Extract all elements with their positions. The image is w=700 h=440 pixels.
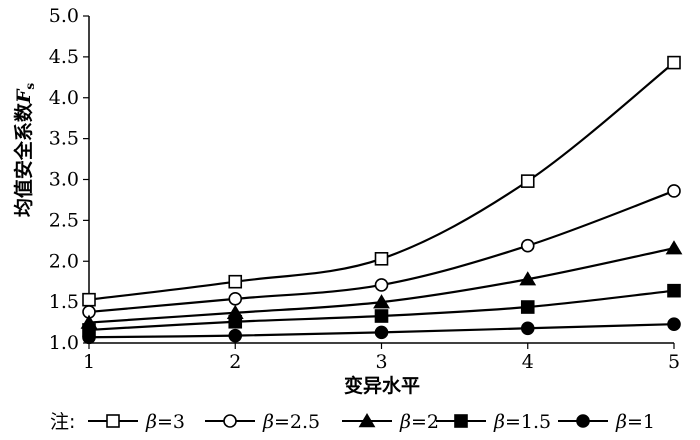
legend-value: =3 <box>157 411 185 433</box>
data-point <box>520 321 535 336</box>
data-point <box>520 174 535 188</box>
data-point <box>374 278 389 292</box>
series-5 <box>82 317 681 345</box>
legend-symbol: β <box>145 411 157 433</box>
y-tick-label: 4.0 <box>49 87 79 109</box>
data-point <box>374 309 389 323</box>
data-point <box>228 314 243 329</box>
legend-item: β=2.5 <box>205 411 320 433</box>
y-axis-title: 均值安全系数Fs <box>12 83 37 218</box>
data-point <box>228 292 243 306</box>
legend-value: =1.5 <box>505 411 551 433</box>
series-1 <box>82 55 681 307</box>
legend-value: =2.5 <box>274 411 320 433</box>
legend-item: β=2 <box>342 411 439 433</box>
legend-item: β=3 <box>88 411 185 433</box>
legend-item: β=1.5 <box>436 411 551 433</box>
y-axis-title-symbol: F <box>13 88 35 104</box>
x-tick-label: 2 <box>229 351 241 373</box>
data-point <box>667 55 681 70</box>
data-point <box>228 274 243 289</box>
x-tick-label: 3 <box>375 351 387 373</box>
legend-marker <box>576 414 590 428</box>
x-axis-ticks: 1 2 3 4 5 <box>83 343 680 373</box>
data-point <box>374 325 389 340</box>
y-tick-label: 1.0 <box>49 332 79 354</box>
legend-value: =2 <box>411 411 439 433</box>
legend-label: β=2 <box>399 411 439 433</box>
axes <box>88 16 674 344</box>
x-axis-title: 变异水平 <box>344 374 420 397</box>
data-point <box>520 300 535 314</box>
legend-symbol: β <box>262 411 274 433</box>
y-tick-label: 3.5 <box>49 128 79 150</box>
data-point <box>82 330 96 345</box>
y-axis-title-main: 均值安全系数 <box>12 102 35 217</box>
data-point <box>667 283 681 298</box>
data-point <box>667 317 681 331</box>
y-tick-label: 2.0 <box>49 250 79 272</box>
y-tick-label: 3.0 <box>49 169 79 191</box>
legend-value: =1 <box>627 411 655 433</box>
y-tick-label: 2.5 <box>49 209 79 231</box>
x-tick-label: 5 <box>668 351 680 373</box>
legend-symbol: β <box>615 411 627 433</box>
legend-label: β=2.5 <box>262 411 320 433</box>
data-point <box>373 294 390 309</box>
legend-item: β=1 <box>558 411 655 433</box>
x-tick-label: 1 <box>83 351 95 373</box>
series-line <box>88 189 675 314</box>
y-axis-title-subscript: s <box>23 83 37 90</box>
legend: 注: β=3 β=2.5 β=2 β=1.5 β=1 <box>50 411 655 433</box>
legend-label: β=1.5 <box>493 411 551 433</box>
legend-symbol: β <box>493 411 505 433</box>
legend-marker <box>223 414 237 428</box>
legend-note: 注: <box>50 411 75 433</box>
legend-marker <box>358 413 376 428</box>
legend-symbol: β <box>399 411 411 433</box>
legend-marker <box>106 414 120 428</box>
series-layer <box>80 55 683 345</box>
y-tick-label: 5.0 <box>49 5 79 27</box>
data-point <box>82 292 96 307</box>
legend-label: β=1 <box>615 411 655 433</box>
y-axis-ticks: 1.0 1.5 2.0 2.5 3.0 3.5 4.0 4.5 5.0 <box>49 5 89 354</box>
data-point <box>374 251 389 266</box>
legend-label: β=3 <box>145 411 185 433</box>
data-point <box>520 238 535 253</box>
data-point <box>228 328 243 343</box>
data-point <box>667 184 681 198</box>
data-point <box>519 271 537 286</box>
x-tick-label: 4 <box>522 351 534 373</box>
y-tick-label: 4.5 <box>49 46 79 68</box>
y-tick-label: 1.5 <box>49 291 79 313</box>
legend-marker <box>454 414 468 428</box>
data-point <box>665 240 683 255</box>
